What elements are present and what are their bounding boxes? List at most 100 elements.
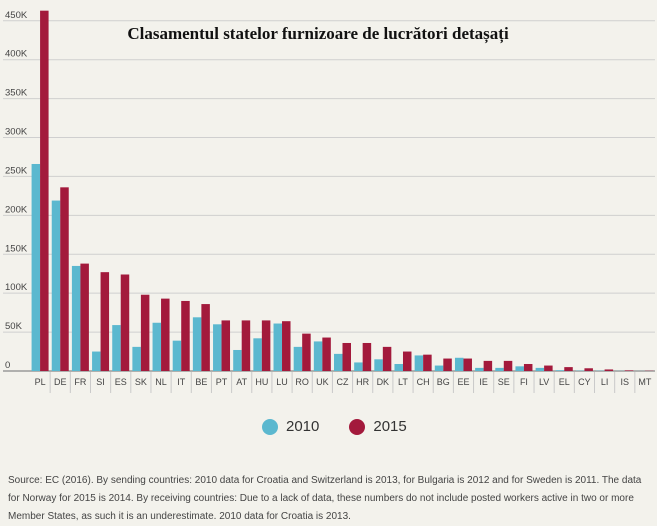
bar-2010-IT [173,341,182,371]
y-tick-label: 150K [5,243,28,254]
y-tick-label: 0 [5,360,10,371]
x-tick-label: FI [520,377,528,387]
y-tick-label: 450K [5,10,28,21]
bar-2010-DK [374,359,383,371]
x-tick-label: ES [115,377,127,387]
bar-2015-ES [121,274,129,371]
x-tick-label: LI [601,377,609,387]
legend: 2010 2015 [262,418,437,435]
x-tick-label: BG [437,377,450,387]
x-tick-label: PL [35,377,46,387]
y-tick-label: 50K [5,321,23,332]
bar-2015-LV [544,366,553,371]
source-note: Source: EC (2016). By sending countries:… [8,472,653,526]
bar-2015-IS [625,370,634,371]
x-tick-label: RO [295,377,309,387]
x-tick-label: SI [96,377,105,387]
x-tick-label: LU [276,377,288,387]
bar-2010-HU [253,338,262,371]
legend-item-2015: 2015 [349,418,406,435]
legend-label-2010: 2010 [286,418,319,435]
bar-2010-LT [394,364,403,371]
x-tick-label: EL [559,377,570,387]
x-tick-label: SK [135,377,147,387]
x-tick-label: IE [479,377,488,387]
x-tick-label: FR [74,377,86,387]
x-tick-label: LV [539,377,549,387]
bar-2015-IE [484,361,493,371]
x-tick-label: HR [356,377,369,387]
bar-2010-RO [294,347,303,371]
bar-2015-HR [363,343,372,371]
bar-2010-EE [455,358,464,371]
bar-2015-RO [302,334,311,371]
legend-swatch-2010 [262,419,278,435]
bar-2015-EL [564,367,573,371]
bar-2010-ES [112,325,121,371]
bar-2015-SI [101,272,110,371]
bar-2010-SI [92,352,101,371]
bar-2015-LI [605,369,614,371]
bar-2015-BE [201,304,210,371]
bar-2015-SE [504,361,512,371]
x-tick-label: CH [417,377,430,387]
bar-2015-LT [403,352,412,371]
bar-2015-SK [141,295,150,371]
bar-2015-FR [80,264,89,371]
bar-2015-BG [443,359,452,371]
bar-2010-LV [536,368,545,371]
x-tick-label: DK [377,377,390,387]
x-tick-label: IT [177,377,186,387]
bar-2015-HU [262,320,271,371]
bar-2010-CZ [334,354,343,371]
bar-2015-CZ [343,343,352,371]
bar-2015-EE [463,359,472,371]
bar-2015-UK [322,338,331,371]
y-tick-label: 350K [5,88,28,99]
x-tick-label: UK [316,377,329,387]
x-tick-label: NL [155,377,167,387]
legend-item-2010: 2010 [262,418,319,435]
bar-2015-DK [383,347,392,371]
bar-2015-PL [40,11,49,371]
bar-2010-EL [556,370,565,371]
bar-2010-BG [435,366,444,371]
bar-2015-CH [423,355,432,371]
legend-label-2015: 2015 [373,418,406,435]
x-tick-label: SE [498,377,510,387]
bar-2010-LU [274,324,283,371]
x-tick-label: LT [398,377,408,387]
x-tick-label: IS [621,377,630,387]
bar-2010-CH [415,355,424,371]
bar-2010-IE [475,368,484,371]
bars [32,11,654,371]
bar-2010-SK [132,347,141,371]
x-tick-label: BE [195,377,207,387]
chart-title: Clasamentul statelor furnizoare de lucră… [127,24,509,44]
bar-2015-FI [524,364,533,371]
y-tick-label: 200K [5,204,28,215]
x-tick-label: CY [578,377,591,387]
y-tick-label: 400K [5,49,28,60]
bar-2015-NL [161,299,170,371]
bar-2015-CY [584,368,593,371]
bar-2010-UK [314,341,323,371]
x-tick-label: HU [255,377,268,387]
y-tick-label: 100K [5,282,28,293]
bar-2010-FI [515,366,524,371]
bar-2010-NL [153,323,162,371]
bar-2010-BE [193,317,202,371]
x-tick-label: CZ [337,377,349,387]
bar-2010-HR [354,362,363,371]
bar-2010-PT [213,324,222,371]
x-tick-label: EE [457,377,469,387]
bar-2010-PL [32,164,40,371]
bar-2015-IT [181,301,190,371]
bar-2015-DE [60,187,69,371]
bar-2010-SE [495,368,504,371]
x-tick-label: PT [216,377,228,387]
legend-swatch-2015 [349,419,365,435]
bar-2010-DE [52,201,61,371]
